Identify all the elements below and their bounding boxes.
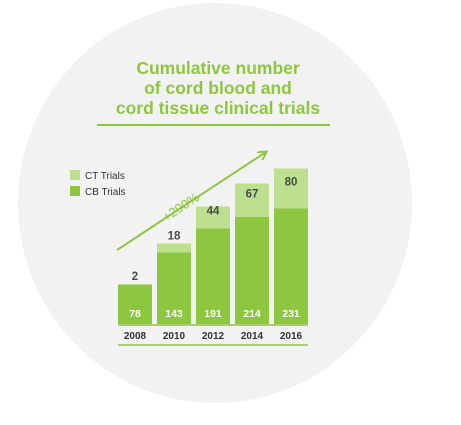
x-tick-label: 2014 <box>241 331 264 342</box>
growth-arrow <box>116 152 266 251</box>
cb-bar-2016 <box>274 208 308 324</box>
x-tick-label: 2016 <box>280 331 303 342</box>
ct-bar-2008 <box>118 284 152 285</box>
cb-bar-2012 <box>196 228 230 324</box>
legend: CT Trials CB Trials <box>70 170 126 198</box>
x-axis-ticks: 2008 2010 2012 2014 2016 <box>124 331 303 342</box>
ct-bar-2012 <box>196 206 230 229</box>
x-tick-label: 2008 <box>124 331 147 342</box>
cb-value-label: 231 <box>282 308 300 320</box>
ct-bar-2010 <box>157 243 191 253</box>
cb-value-label: 78 <box>129 308 141 320</box>
ct-value-label: 80 <box>285 177 298 189</box>
cb-bar-2014 <box>235 217 269 324</box>
background-circle <box>18 3 412 403</box>
cb-bar-2008 <box>118 285 152 324</box>
x-tick-label: 2010 <box>163 331 186 342</box>
ct-value-label: 67 <box>246 188 259 200</box>
growth-annotation: +290% <box>159 189 202 224</box>
chart-title: Cumulative number of cord blood and cord… <box>115 58 321 118</box>
x-tick-label: 2012 <box>202 331 225 342</box>
title-divider <box>97 124 330 126</box>
bars: 78 2 143 18 191 44 214 67 231 80 <box>118 168 308 324</box>
legend-swatch <box>70 186 80 196</box>
cb-value-label: 214 <box>243 308 261 320</box>
cb-value-label: 191 <box>204 308 222 320</box>
legend-label: CB Trials <box>85 187 126 198</box>
ct-value-label: 44 <box>207 206 220 218</box>
ct-bar-2014 <box>235 183 269 217</box>
cb-value-label: 143 <box>165 308 183 320</box>
cb-bar-2010 <box>157 252 191 324</box>
legend-label: CT Trials <box>85 171 125 182</box>
ct-bar-2016 <box>274 168 308 209</box>
ct-value-label: 18 <box>168 231 181 243</box>
ct-value-label: 2 <box>132 271 138 283</box>
legend-swatch <box>70 170 80 180</box>
